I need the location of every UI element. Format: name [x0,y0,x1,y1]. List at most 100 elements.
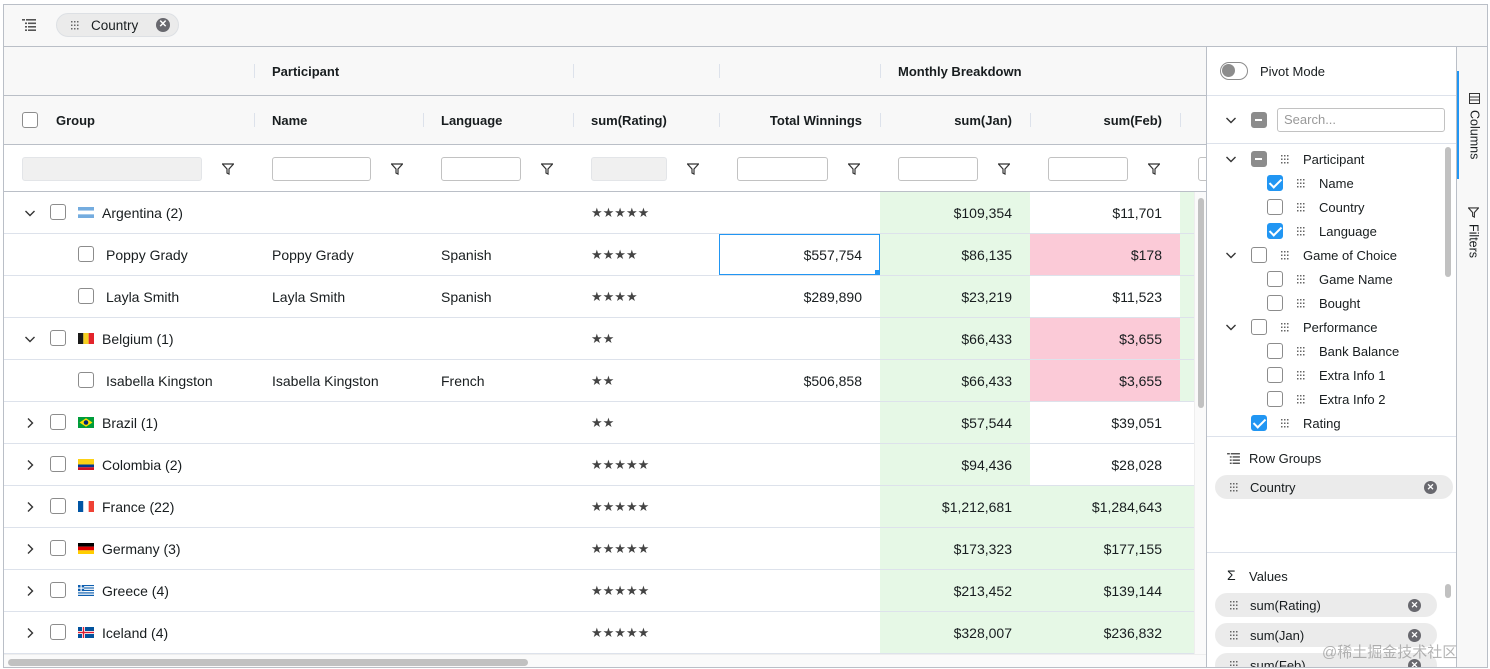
drag-handle-icon[interactable] [1297,202,1307,212]
drag-handle-icon[interactable] [1230,600,1240,610]
row-select-checkbox[interactable] [50,414,66,430]
table-row[interactable]: Belgium (1) ★★ $66,433 $3,655 [4,318,1194,360]
header-rating[interactable]: sum(Rating) [591,112,667,128]
tree-item-name[interactable]: Name [1319,175,1354,191]
feb-filter-input[interactable] [1048,157,1128,181]
name-column-checkbox[interactable] [1267,175,1283,191]
column-search-input[interactable]: Search... [1277,108,1445,132]
name-filter-input[interactable] [272,157,371,181]
table-row[interactable]: Greece (4) ★★★★★ $213,452 $139,144 [4,570,1194,612]
select-all-checkbox[interactable] [22,112,38,128]
tree-item-participant[interactable]: Participant [1303,151,1365,167]
drag-handle-icon[interactable] [1297,346,1307,356]
extra-info-2-checkbox[interactable] [1267,391,1283,407]
winnings-cell[interactable] [719,444,880,485]
vertical-scroll-thumb[interactable] [1198,198,1204,408]
chevron-down-icon[interactable] [1225,249,1237,261]
drag-handle-icon[interactable] [1281,418,1291,428]
winnings-cell[interactable] [719,570,880,611]
table-row[interactable]: Iceland (4) ★★★★★ $328,007 $236,832 [4,612,1194,654]
language-column-checkbox[interactable] [1267,223,1283,239]
filter-icon[interactable] [687,163,699,175]
row-select-checkbox[interactable] [50,540,66,556]
drag-handle-icon[interactable] [1281,322,1291,332]
filter-icon[interactable] [998,163,1010,175]
table-row[interactable]: Layla Smith Layla Smith Spanish ★★★★ $289,89… [4,276,1194,318]
header-name[interactable]: Name [272,112,308,128]
tree-item-bank-balance[interactable]: Bank Balance [1319,343,1400,359]
chevron-down-icon[interactable] [24,207,36,219]
winnings-cell[interactable] [719,612,880,653]
row-select-checkbox[interactable] [50,330,66,346]
remove-chip-icon[interactable]: ✕ [156,18,170,32]
drag-handle-icon[interactable] [1230,482,1240,492]
drag-handle-icon[interactable] [1297,178,1307,188]
row-select-checkbox[interactable] [78,288,94,304]
tree-item-performance[interactable]: Performance [1303,319,1378,335]
value-chip[interactable]: sum(Feb) ✕ [1215,653,1437,668]
winnings-cell[interactable] [719,528,880,569]
table-row[interactable]: Colombia (2) ★★★★★ $94,436 $28,028 [4,444,1194,486]
participant-checkbox[interactable] [1251,151,1267,167]
column-tree-scrollbar[interactable] [1445,147,1451,277]
values-scrollbar[interactable] [1445,584,1451,598]
winnings-cell[interactable] [719,486,880,527]
table-row[interactable]: Argentina (2) ★★★★★ $109,354 $11,701 [4,192,1194,234]
table-row[interactable]: France (22) ★★★★★ $1,212,681 $1,284,643 [4,486,1194,528]
horizontal-scroll-thumb[interactable] [8,659,528,666]
table-row[interactable]: Isabella Kingston Isabella Kingston French… [4,360,1194,402]
drag-handle-icon[interactable] [71,20,81,30]
game-of-choice-checkbox[interactable] [1251,247,1267,263]
chevron-right-icon[interactable] [24,417,36,429]
remove-chip-icon[interactable]: ✕ [1424,480,1437,494]
row-select-checkbox[interactable] [50,204,66,220]
chevron-down-icon[interactable] [1225,114,1237,126]
tree-item-country[interactable]: Country [1319,199,1365,215]
winnings-cell[interactable] [719,192,880,233]
header-jan[interactable]: sum(Jan) [954,112,1012,128]
tree-item-rating[interactable]: Rating [1303,415,1341,431]
header-feb[interactable]: sum(Feb) [1103,112,1163,128]
filter-icon[interactable] [222,163,234,175]
header-winnings[interactable]: Total Winnings [769,112,862,128]
header-language[interactable]: Language [441,112,503,128]
winnings-cell[interactable]: $557,754 [719,234,880,275]
table-row[interactable]: Poppy Grady Poppy Grady Spanish ★★★★ $557,75… [4,234,1194,276]
chevron-right-icon[interactable] [24,459,36,471]
row-group-drop-zone[interactable]: Country ✕ [4,5,1487,47]
winnings-cell[interactable]: $289,890 [719,276,880,317]
drag-handle-icon[interactable] [1297,370,1307,380]
tree-item-game-of-choice[interactable]: Game of Choice [1303,247,1397,263]
select-all-columns-checkbox[interactable] [1251,112,1267,128]
rating-column-checkbox[interactable] [1251,415,1267,431]
row-select-checkbox[interactable] [78,372,94,388]
value-chip[interactable]: sum(Jan) ✕ [1215,623,1437,647]
chevron-right-icon[interactable] [24,627,36,639]
tree-item-extra-info-1[interactable]: Extra Info 1 [1319,367,1386,383]
vertical-scrollbar[interactable] [1194,192,1206,667]
chevron-down-icon[interactable] [1225,153,1237,165]
row-select-checkbox[interactable] [50,582,66,598]
tree-item-game-name[interactable]: Game Name [1319,271,1393,287]
drag-handle-icon[interactable] [1230,630,1240,640]
country-column-checkbox[interactable] [1267,199,1283,215]
bought-checkbox[interactable] [1267,295,1283,311]
tree-item-extra-info-2[interactable]: Extra Info 2 [1319,391,1386,407]
remove-chip-icon[interactable]: ✕ [1408,628,1421,642]
chevron-right-icon[interactable] [24,543,36,555]
chevron-right-icon[interactable] [24,501,36,513]
chevron-down-icon[interactable] [24,333,36,345]
drag-handle-icon[interactable] [1297,298,1307,308]
drag-handle-icon[interactable] [1230,660,1240,668]
tab-columns[interactable]: Columns [1457,71,1487,179]
remove-chip-icon[interactable]: ✕ [1408,598,1421,612]
drag-handle-icon[interactable] [1297,274,1307,284]
drag-handle-icon[interactable] [1281,154,1291,164]
winnings-cell[interactable] [719,402,880,443]
bank-balance-checkbox[interactable] [1267,343,1283,359]
tab-filters[interactable]: Filters [1457,207,1487,277]
next-filter-input[interactable] [1198,157,1206,181]
winnings-cell[interactable]: $506,858 [719,360,880,401]
row-select-checkbox[interactable] [50,624,66,640]
pivot-mode-toggle[interactable] [1220,62,1248,80]
